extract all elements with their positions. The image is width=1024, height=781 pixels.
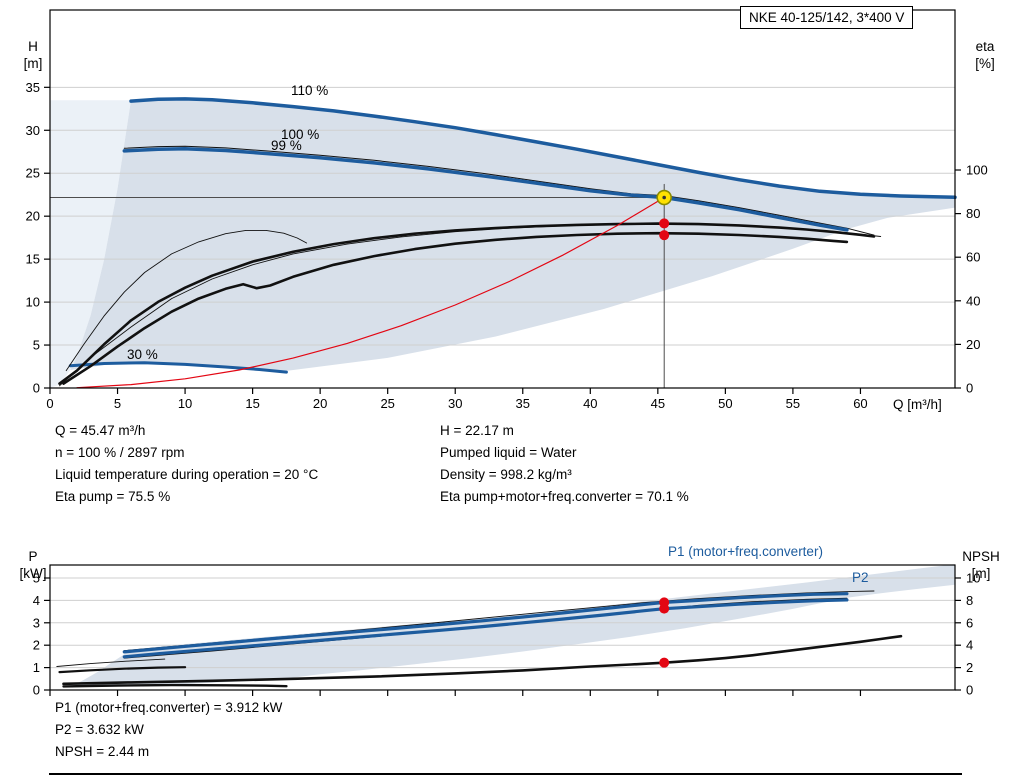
tick-label: 80 — [966, 206, 980, 221]
tick-label: 8 — [966, 593, 973, 608]
tick-label: 4 — [966, 638, 973, 653]
tick-label: 15 — [245, 396, 259, 411]
tick-label: 30 — [26, 123, 40, 138]
curve-110pct — [129, 97, 957, 200]
annotation-liquid: Pumped liquid = Water — [440, 445, 577, 460]
tick-label: 60 — [853, 396, 867, 411]
eta-curve-reduced-speed — [65, 229, 308, 372]
curve-label: 99 % — [271, 138, 302, 153]
pump-type-box: NKE 40-125/142, 3*400 V — [740, 6, 914, 29]
annotation-temperature: Liquid temperature during operation = 20… — [55, 467, 319, 482]
tick-label: 0 — [33, 683, 40, 698]
eta-axis-title: eta [%] — [975, 39, 995, 71]
p-low-speed-1 — [58, 666, 187, 674]
annotation-speed: n = 100 % / 2897 rpm — [55, 445, 185, 460]
tick-label: 25 — [26, 166, 40, 181]
tick-label: 30 — [448, 396, 462, 411]
curve-100pct — [123, 145, 875, 236]
power-results: P1 (motor+freq.converter) = 3.912 kW P2 … — [55, 700, 282, 766]
tick-label: 3 — [33, 615, 40, 630]
tick-label: 5 — [33, 338, 40, 353]
tick-label: 45 — [651, 396, 665, 411]
plot-frame — [49, 9, 956, 389]
curve-99pct — [122, 146, 849, 232]
tick-label: 40 — [966, 293, 980, 308]
p-axis-title: P [kW] — [19, 549, 47, 581]
tick-label: 40 — [583, 396, 597, 411]
tick-label: 5 — [33, 570, 40, 585]
bottom-divider — [49, 773, 962, 775]
result-npsh: NPSH = 2.44 m — [55, 744, 150, 759]
tick-label: 5 — [114, 396, 121, 411]
tick-label: 0 — [46, 396, 53, 411]
tick-label: 15 — [26, 252, 40, 267]
curve-label: 100 % — [281, 127, 319, 142]
p2-curve — [122, 598, 849, 659]
tick-label: 10 — [178, 396, 192, 411]
head-capacity-chart[interactable]: 0 5 10 15 20 25 30 35 40 45 50 55 60 0 5 10 15 20 25 30 35 0 2… — [0, 0, 1024, 415]
operating-point-center — [662, 195, 666, 200]
duty-annotations-left: Q = 45.47 m³/h n = 100 % / 2897 rpm Liqu… — [55, 423, 318, 511]
result-p1: P1 (motor+freq.converter) = 3.912 kW — [55, 700, 283, 715]
q-axis-title: Q [m³/h] — [893, 397, 942, 412]
tick-label: 50 — [718, 396, 732, 411]
curve-label: P1 (motor+freq.converter) — [668, 544, 823, 559]
annotation-h: H = 22.17 m — [440, 423, 514, 438]
tick-label: 4 — [33, 593, 40, 608]
tick-label: 20 — [26, 209, 40, 224]
result-p2: P2 = 3.632 kW — [55, 722, 144, 737]
tick-label: 20 — [966, 337, 980, 352]
tick-label: 6 — [966, 615, 973, 630]
tick-label: 1 — [33, 660, 40, 675]
tick-label: 35 — [26, 80, 40, 95]
tick-label: 0 — [966, 683, 973, 698]
curve-label: 110 % — [291, 83, 328, 98]
duty-marker — [659, 603, 670, 614]
tick-label: 2 — [966, 660, 973, 675]
duty-marker — [659, 218, 670, 229]
tick-label: 0 — [33, 381, 40, 396]
duty-marker — [659, 657, 670, 668]
tick-label: 25 — [380, 396, 394, 411]
tick-label: 10 — [26, 295, 40, 310]
annotation-q: Q = 45.47 m³/h — [55, 423, 146, 438]
curve-label: 30 % — [127, 347, 158, 362]
tick-label: 60 — [966, 250, 980, 265]
tick-label: 10 — [966, 570, 980, 585]
tick-label: 20 — [313, 396, 327, 411]
curve-30pct — [68, 361, 288, 374]
tick-label: 100 — [966, 163, 988, 178]
tick-label: 0 — [966, 381, 973, 396]
tick-label: 55 — [786, 396, 800, 411]
envelope-light — [50, 100, 131, 388]
h-axis-title: H [m] — [23, 39, 43, 71]
duty-marker — [659, 230, 670, 241]
eta-curve-total — [62, 231, 849, 385]
tick-label: 2 — [33, 638, 40, 653]
power-npsh-chart: 0 1 2 3 4 5 0 2 4 6 8 10 P1 (motor+freq.converter) P2 — [33, 544, 981, 698]
annotation-density: Density = 998.2 kg/m³ — [440, 467, 572, 482]
p-low-speed-2 — [56, 658, 166, 667]
operating-envelope — [70, 98, 956, 372]
duty-annotations-right: H = 22.17 m Pumped liquid = Water Densit… — [440, 423, 689, 511]
system-curve — [76, 196, 665, 389]
tick-label: 35 — [516, 396, 530, 411]
annotation-eta-total: Eta pump+motor+freq.converter = 70.1 % — [440, 489, 689, 504]
power-envelope — [70, 564, 956, 687]
p1-curve — [122, 592, 849, 654]
annotation-eta-pump: Eta pump = 75.5 % — [55, 489, 171, 504]
npsh-axis-title: NPSH [m] — [962, 549, 1000, 581]
p-30pct-curve — [62, 683, 288, 688]
curve-label: P2 — [852, 570, 869, 585]
plot-frame — [49, 564, 956, 691]
eta-curve-thin — [59, 223, 882, 387]
